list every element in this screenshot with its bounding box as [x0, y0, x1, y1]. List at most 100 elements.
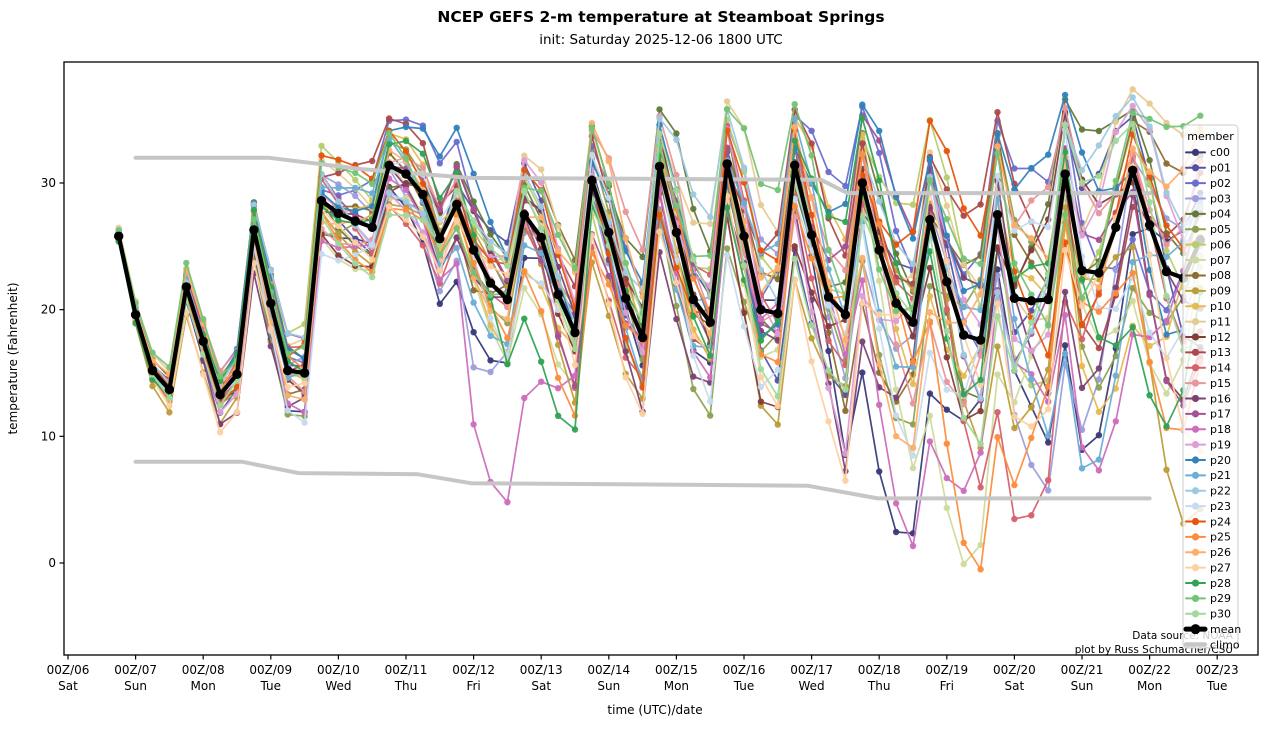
legend-marker-p02: [1191, 179, 1200, 187]
x-tick-label-utc: 00Z/08: [182, 663, 225, 677]
legend-marker-p26: [1191, 548, 1200, 556]
x-tick-label-utc: 00Z/07: [114, 663, 157, 677]
x-tick-label-day: Sun: [1071, 679, 1094, 693]
legend-label-p15: p15: [1210, 377, 1231, 390]
x-tick-label-utc: 00Z/22: [1128, 663, 1171, 677]
legend-title: member: [1187, 130, 1234, 143]
legend-marker-p09: [1191, 287, 1200, 295]
x-tick-label-utc: 00Z/11: [385, 663, 428, 677]
x-tick-label-utc: 00Z/15: [655, 663, 698, 677]
legend-label-p16: p16: [1210, 392, 1231, 405]
x-tick-label-day: Sat: [531, 679, 551, 693]
legend-marker-c00: [1191, 148, 1200, 156]
legend-marker-p29: [1191, 594, 1200, 603]
legend-marker-p28: [1191, 579, 1200, 587]
x-axis-label: time (UTC)/date: [607, 703, 702, 717]
legend-marker-p16: [1191, 394, 1200, 403]
x-tick-label-utc: 00Z/10: [317, 663, 360, 677]
legend-marker-p18: [1191, 425, 1200, 433]
legend-label-p17: p17: [1210, 408, 1231, 421]
x-tick-label-utc: 00Z/16: [723, 663, 766, 677]
x-tick-label-utc: 00Z/20: [993, 663, 1036, 677]
legend-marker-p15: [1191, 379, 1200, 387]
legend-marker-p20: [1191, 456, 1200, 464]
x-tick-label-day: Tue: [260, 679, 282, 693]
legend-marker-p23: [1191, 502, 1200, 510]
legend-marker-p21: [1191, 471, 1200, 479]
x-tick-label-day: Sun: [597, 679, 620, 693]
x-tick-label-day: Tue: [733, 679, 755, 693]
legend-box: [1182, 124, 1239, 649]
legend-label-p21: p21: [1210, 469, 1231, 482]
legend-marker-p13: [1191, 348, 1200, 356]
y-axis-label: temperature (Fahrenheit): [6, 282, 20, 434]
x-tick-label-day: Thu: [394, 679, 418, 693]
legend-label-p25: p25: [1210, 531, 1231, 544]
legend-marker-p22: [1191, 487, 1200, 495]
x-tick-label-utc: 00Z/18: [858, 663, 901, 677]
legend-label-p29: p29: [1210, 592, 1231, 605]
x-tick-label-day: Mon: [191, 679, 216, 693]
x-tick-label-day: Sun: [124, 679, 147, 693]
legend-label-p06: p06: [1210, 238, 1231, 251]
legend-label-climo: climo: [1210, 638, 1240, 651]
y-tick-label: 10: [41, 429, 56, 443]
x-tick-label-day: Tue: [1206, 679, 1228, 693]
x-tick-label-utc: 00Z/23: [1196, 663, 1239, 677]
legend-label-p14: p14: [1210, 362, 1231, 375]
legend-marker-p03: [1191, 194, 1200, 203]
legend-label-p24: p24: [1210, 515, 1231, 528]
y-tick-label: 30: [41, 176, 56, 190]
x-tick-label-utc: 00Z/13: [520, 663, 563, 677]
legend-label-p05: p05: [1210, 223, 1231, 236]
x-tick-label-utc: 00Z/21: [1061, 663, 1104, 677]
legend-label-p10: p10: [1210, 300, 1231, 313]
legend-marker-p30: [1191, 610, 1200, 618]
legend-label-p18: p18: [1210, 423, 1231, 436]
x-tick-label-utc: 00Z/09: [249, 663, 292, 677]
legend-marker-p24: [1191, 517, 1200, 526]
legend: member c00 p01 p02 p03 p04 p05 p06 p07 p08 p09 p10 p…: [1182, 124, 1241, 651]
legend-label-p08: p08: [1210, 269, 1231, 282]
y-tick-label: 0: [48, 556, 56, 570]
x-tick-label-day: Sat: [1005, 679, 1025, 693]
legend-label-c00: c00: [1210, 146, 1230, 159]
legend-marker-p25: [1191, 533, 1200, 541]
x-tick-label-day: Mon: [1137, 679, 1162, 693]
legend-label-p12: p12: [1210, 331, 1231, 344]
x-tick-label-day: Fri: [940, 679, 954, 693]
legend-label-p02: p02: [1210, 177, 1231, 190]
legend-marker-p08: [1191, 271, 1200, 280]
legend-label-p09: p09: [1210, 285, 1231, 298]
legend-label-p22: p22: [1210, 485, 1231, 498]
legend-marker-p17: [1191, 410, 1200, 418]
x-tick-label-utc: 00Z/19: [925, 663, 968, 677]
legend-label-p13: p13: [1210, 346, 1231, 359]
legend-marker-p14: [1191, 364, 1200, 372]
legend-marker-p11: [1191, 317, 1200, 326]
legend-label-p04: p04: [1210, 208, 1231, 221]
legend-label-p07: p07: [1210, 254, 1231, 267]
legend-label-p30: p30: [1210, 608, 1231, 621]
plot-frame: [63, 61, 1259, 656]
x-tick-label-utc: 00Z/14: [587, 663, 630, 677]
legend-marker-p19: [1191, 441, 1200, 449]
legend-label-p27: p27: [1210, 561, 1231, 574]
legend-label-p28: p28: [1210, 577, 1231, 590]
x-tick-label-utc: 00Z/12: [452, 663, 495, 677]
climo-lower-line: [133, 459, 1152, 501]
x-tick-label-day: Sat: [58, 679, 78, 693]
x-tick-label-day: Fri: [466, 679, 480, 693]
legend-marker-p10: [1191, 302, 1200, 310]
chart-subtitle: init: Saturday 2025-12-06 1800 UTC: [539, 32, 783, 48]
mean-markers: [114, 159, 1206, 400]
legend-label-p20: p20: [1210, 454, 1231, 467]
legend-label-mean: mean: [1210, 623, 1241, 636]
legend-marker-p06: [1191, 241, 1200, 249]
climo-upper-line: [133, 155, 1152, 196]
y-tick-label: 20: [41, 303, 56, 317]
x-tick-label-day: Wed: [325, 679, 351, 693]
x-tick-label-day: Wed: [799, 679, 825, 693]
